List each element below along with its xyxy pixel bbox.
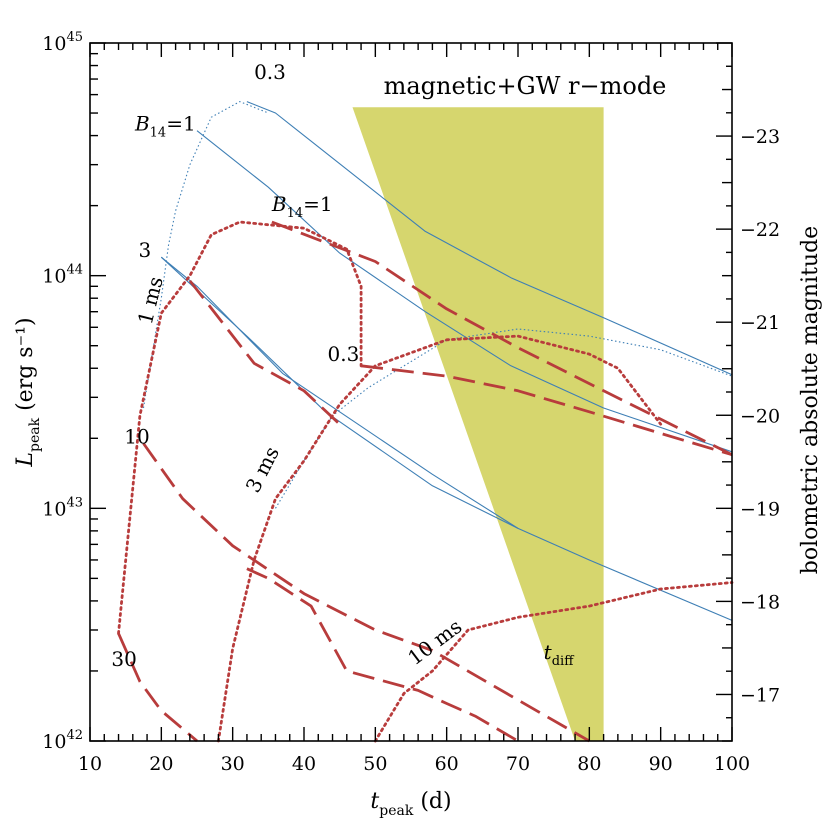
y-axis-label-rest: (erg s⁻¹)	[13, 317, 38, 418]
x-tick-label: 100	[714, 753, 750, 775]
series-line-10	[117, 632, 198, 743]
y-axis-label: Lpeak (erg s⁻¹)	[13, 317, 43, 467]
y-tick-label: 1042	[42, 728, 83, 753]
series-line-11	[246, 567, 519, 743]
annotation-label: 0.3	[328, 342, 360, 366]
x-tick-label: 50	[363, 753, 387, 775]
x-axis-label: tpeak (d)	[370, 789, 451, 819]
series-line-1	[246, 101, 733, 376]
y2-tick-label: −21	[740, 312, 780, 334]
x-axis-label-main: t	[370, 789, 379, 814]
series-line-13	[216, 334, 663, 743]
x-tick-label: 60	[435, 753, 459, 775]
series-line-7	[360, 364, 733, 457]
y2-tick-label: −22	[740, 219, 780, 241]
annotation-label: B14=1	[271, 192, 333, 221]
annotation-label: 0.3	[254, 60, 286, 84]
x-tick-label: 90	[649, 753, 673, 775]
x-tick-label: 30	[221, 753, 245, 775]
series-line-4	[142, 101, 269, 409]
y-tick-label: 1045	[42, 30, 83, 55]
series-line-6	[271, 220, 733, 456]
x-tick-label: 80	[577, 753, 601, 775]
y-tick-label: 1043	[42, 495, 83, 520]
x-tick-label: 10	[78, 753, 102, 775]
annotation-label: 30	[111, 647, 136, 671]
x-tick-label: 70	[506, 753, 530, 775]
y-tick-label: 1044	[42, 263, 83, 288]
series-line-0	[196, 130, 733, 453]
tick-layer: 10 20 30 40 50 60 70 80 90 100 1042 1043 1044 1045 −17…	[42, 30, 780, 775]
annotation-label: 3	[139, 238, 152, 262]
x-tick-label: 20	[149, 753, 173, 775]
series-line-14	[373, 581, 734, 743]
series-line-9	[142, 442, 590, 743]
series-layer	[117, 101, 734, 743]
series-line-12	[117, 220, 363, 635]
y2-tick-label: −19	[740, 498, 780, 520]
series-line-3	[160, 256, 519, 529]
region-layer	[352, 107, 604, 741]
series-line-2	[160, 256, 733, 621]
x-tick-label: 40	[292, 753, 316, 775]
x-axis-label-rest: (d)	[413, 789, 451, 814]
annotation-label: 10	[124, 424, 149, 448]
y-axis-label-main: L	[13, 452, 38, 468]
y2-tick-label: −20	[740, 405, 780, 427]
annotation-label: B14=1	[134, 112, 196, 141]
y2-tick-label: −18	[740, 591, 780, 613]
series-line-8	[188, 279, 341, 426]
x-axis-label-sub: peak	[379, 803, 414, 819]
chart-title: magnetic+GW r−mode	[384, 72, 667, 100]
y2-tick-label: −23	[740, 126, 780, 148]
y2-tick-label: −17	[740, 684, 780, 706]
annotation-label: tdiff	[544, 640, 576, 669]
y-axis-label-sub: peak	[27, 417, 43, 452]
y2-axis-label: bolometric absolute magnitude	[798, 226, 823, 574]
diffusion-region	[352, 107, 604, 741]
